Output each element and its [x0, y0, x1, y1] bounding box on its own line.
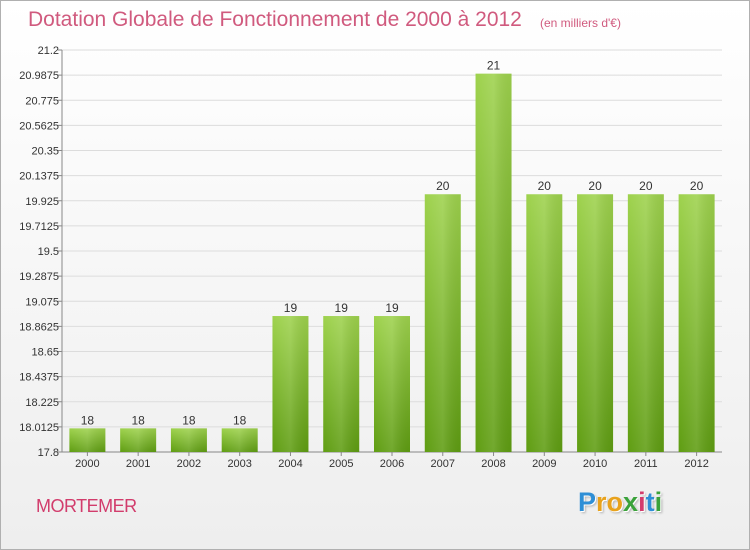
logo-letter: i: [638, 487, 646, 517]
bar-2001: [120, 428, 157, 452]
y-tick-label: 19.2875: [19, 271, 59, 283]
x-tick-label: 2012: [684, 458, 708, 470]
bar-sheen: [69, 428, 106, 452]
proxiti-logo: Proxiti: [578, 487, 662, 518]
x-tick-labels: 2000 2001 2002 2003 2004 2005 2006 2007 2008 2009…: [75, 458, 709, 470]
y-tick-label: 17.8: [38, 447, 59, 459]
x-tick-label: 2007: [431, 458, 455, 470]
bar-sheen: [221, 428, 258, 452]
bar-sheen: [627, 194, 664, 452]
y-tick-label: 19.075: [25, 296, 59, 308]
x-tick-label: 2006: [380, 458, 404, 470]
bar-2012: [678, 194, 715, 452]
bar-2009: [526, 194, 563, 452]
x-tick-label: 2008: [481, 458, 505, 470]
x-tick-label: 2002: [177, 458, 201, 470]
chart-title: Dotation Globale de Fonctionnement de 20…: [28, 8, 522, 31]
bar-2000: [69, 428, 106, 452]
bar-2010: [577, 194, 614, 452]
bar-sheen: [577, 194, 614, 452]
y-tick-label: 20.1375: [19, 171, 59, 183]
bar-sheen: [272, 316, 309, 452]
logo-letter: x: [623, 487, 639, 517]
y-tick-label: 20.5625: [19, 120, 59, 132]
x-tick-label: 2004: [278, 458, 302, 470]
value-label: 19: [335, 301, 349, 315]
bar-2011: [627, 194, 664, 452]
value-label: 19: [385, 301, 399, 315]
y-tick-label: 19.5: [38, 246, 59, 258]
chart-subtitle: (en milliers d'€): [540, 16, 621, 30]
value-label: 18: [233, 413, 247, 427]
bar-sheen: [170, 428, 207, 452]
bar-sheen: [424, 194, 461, 452]
y-tick-label: 18.0125: [19, 422, 59, 434]
x-tick-label: 2010: [583, 458, 607, 470]
value-label: 20: [639, 179, 653, 193]
y-tick-label: 21.2: [38, 45, 59, 57]
bar-2008: [475, 73, 512, 452]
y-tick-label: 19.925: [25, 196, 59, 208]
bar-2004: [272, 316, 309, 452]
value-labels: 18 18 18 18 19 19 19 20 21 20 20 20 20: [81, 59, 704, 428]
x-tick-label: 2000: [75, 458, 99, 470]
bar-sheen: [374, 316, 410, 452]
y-tick-label: 18.8625: [19, 321, 59, 333]
logo-letter: o: [606, 487, 624, 517]
y-tick-labels: 17.8 18.0125 18.225 18.4375 18.65 18.8625 19.0…: [19, 45, 59, 459]
bar-sheen: [678, 194, 715, 452]
bar-2006: [374, 316, 410, 452]
bar-2002: [170, 428, 207, 452]
bar-2003: [221, 428, 258, 452]
value-label: 18: [131, 413, 145, 427]
value-label: 18: [81, 413, 95, 427]
logo-letter: P: [578, 487, 597, 517]
value-label: 21: [487, 59, 501, 73]
logo-letter: t: [645, 487, 655, 517]
value-label: 18: [182, 413, 196, 427]
bars: [69, 73, 715, 452]
y-tick-label: 18.4375: [19, 372, 59, 384]
y-tick-label: 20.775: [25, 95, 59, 107]
commune-name: MORTEMER: [36, 496, 137, 516]
value-label: 20: [588, 179, 602, 193]
value-label: 20: [690, 179, 704, 193]
bar-sheen: [475, 73, 512, 452]
logo-letter: i: [654, 487, 663, 517]
logo-letter: r: [596, 487, 607, 517]
y-tick-label: 18.225: [25, 397, 59, 409]
bar-2005: [323, 316, 360, 452]
value-label: 20: [538, 179, 552, 193]
x-tick-label: 2011: [634, 458, 658, 470]
bar-sheen: [120, 428, 157, 452]
bar-sheen: [526, 194, 563, 452]
y-tick-label: 20.9875: [19, 70, 59, 82]
y-tick-label: 20.35: [31, 146, 59, 158]
x-tick-label: 2003: [227, 458, 251, 470]
y-tick-label: 19.7125: [19, 221, 59, 233]
x-tick-label: 2009: [532, 458, 556, 470]
value-label: 20: [436, 179, 450, 193]
value-label: 19: [284, 301, 298, 315]
bar-sheen: [323, 316, 360, 452]
x-tick-label: 2001: [126, 458, 150, 470]
bar-2007: [424, 194, 461, 452]
y-tick-label: 18.65: [31, 347, 59, 359]
x-tick-label: 2005: [329, 458, 353, 470]
